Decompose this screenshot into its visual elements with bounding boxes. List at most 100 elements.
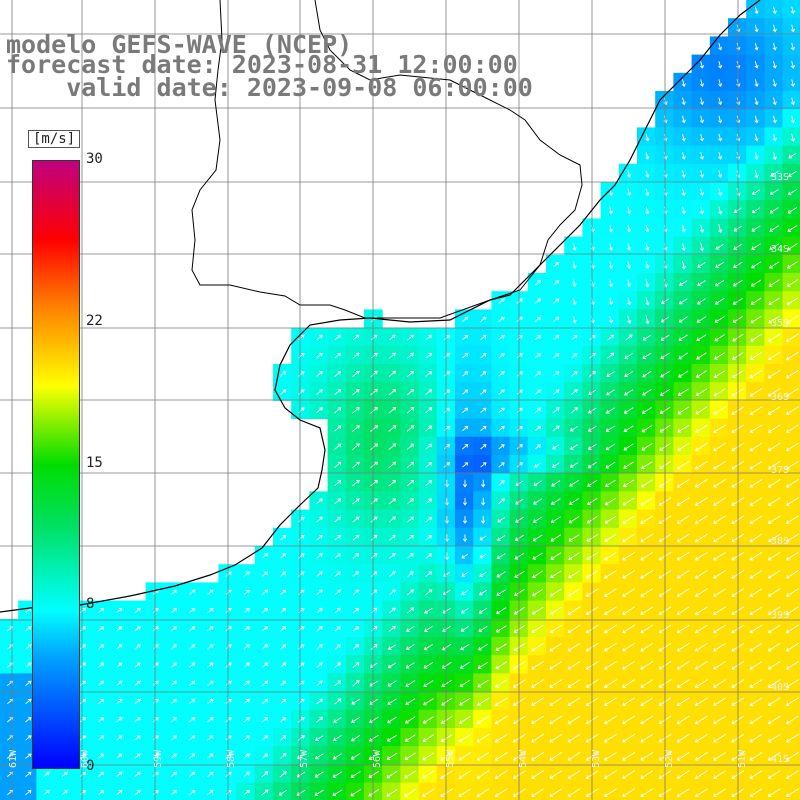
wind-cell [764, 582, 784, 602]
wind-arrow [749, 588, 763, 597]
wind-cell [709, 455, 729, 474]
wind-arrow [514, 516, 524, 523]
title-valid-date: valid date: 2023-09-08 06:00:00 [6, 73, 533, 102]
wind-cell [491, 418, 511, 438]
wind-arrow [498, 353, 505, 359]
wind-arrow [243, 789, 251, 796]
wind-arrow [116, 735, 123, 741]
wind-arrow [189, 680, 196, 686]
wind-arrow [785, 479, 799, 488]
wind-cell [655, 546, 674, 565]
wind-arrow [627, 261, 632, 269]
wind-arrow [298, 698, 305, 705]
wind-arrow [699, 224, 705, 233]
wind-arrow [586, 497, 598, 506]
wind-cell [637, 309, 656, 329]
wind-cell [163, 582, 183, 602]
wind-arrow [388, 534, 396, 541]
wind-arrow [280, 698, 287, 705]
wind-arrow [350, 734, 361, 742]
wind-arrow [316, 516, 323, 523]
wind-cell [782, 418, 800, 438]
wind-cell [618, 691, 638, 711]
wind-arrow [587, 425, 597, 432]
wind-cell [655, 473, 674, 492]
wind-arrow [298, 407, 305, 414]
wind-arrow [170, 680, 178, 686]
wind-arrow [785, 624, 799, 634]
wind-cell [400, 418, 420, 438]
wind-cell [746, 309, 765, 329]
wind-arrow [368, 770, 380, 779]
wind-cell [746, 655, 765, 674]
wind-arrow [495, 679, 508, 688]
wind-arrow [152, 680, 159, 686]
wind-arrow [477, 697, 489, 706]
wind-arrow [498, 425, 505, 432]
wind-cell [618, 236, 638, 256]
wind-arrow [280, 571, 287, 577]
wind-cell [764, 163, 784, 183]
wind-arrow [480, 462, 487, 468]
wind-arrow [334, 589, 341, 596]
wind-arrow [462, 389, 469, 395]
longitude-label: 56W [372, 749, 383, 768]
wind-arrow [170, 589, 178, 595]
wind-cell [728, 582, 747, 602]
wind-arrow [553, 316, 560, 322]
wind-cell [291, 582, 310, 602]
wind-arrow [767, 788, 781, 798]
wind-cell [273, 746, 292, 765]
wind-arrow [515, 498, 524, 505]
wind-cell [345, 582, 365, 602]
wind-arrow [567, 588, 581, 597]
wind-cell [673, 600, 693, 620]
wind-cell [691, 637, 711, 656]
wind-arrow [694, 679, 708, 688]
wind-arrow [713, 388, 726, 397]
wind-cell [673, 473, 693, 492]
wind-cell [691, 327, 711, 347]
wind-arrow [134, 789, 141, 796]
wind-arrow [243, 589, 250, 595]
wind-cell [455, 309, 474, 329]
wind-cell [182, 637, 201, 656]
wind-arrow [497, 535, 506, 541]
wind-arrow [714, 334, 725, 342]
wind-arrow [587, 407, 597, 414]
wind-arrow [785, 515, 799, 525]
wind-cell [327, 764, 347, 784]
wind-cell [691, 691, 711, 711]
wind-arrow [152, 662, 159, 668]
wind-cell [691, 345, 711, 365]
wind-arrow [79, 607, 87, 614]
wind-arrow [627, 243, 632, 251]
wind-arrow [785, 442, 799, 452]
wind-arrow [170, 644, 178, 650]
wind-cell [200, 655, 219, 674]
wind-cell [400, 709, 420, 729]
wind-cell [418, 436, 438, 456]
wind-arrow [423, 644, 434, 651]
wind-arrow [681, 206, 686, 215]
wind-arrow [641, 443, 653, 451]
wind-arrow [116, 680, 123, 686]
wind-cell [673, 764, 693, 784]
wind-cell [309, 728, 329, 747]
wind-arrow [480, 444, 487, 450]
wind-arrow [603, 788, 617, 798]
wind-arrow [607, 352, 615, 359]
wind-arrow [585, 733, 599, 743]
wind-arrow [152, 753, 159, 759]
longitude-label: 52W [664, 749, 675, 768]
wind-cell [709, 309, 729, 329]
latitude-label: 40S [771, 682, 790, 693]
wind-arrow [603, 624, 617, 634]
wind-arrow [570, 407, 578, 414]
wind-arrow [568, 498, 580, 505]
wind-arrow [572, 261, 577, 269]
wind-cell [345, 564, 365, 583]
wind-arrow [332, 789, 343, 797]
wind-cell [655, 564, 674, 583]
wind-arrow [768, 333, 781, 342]
